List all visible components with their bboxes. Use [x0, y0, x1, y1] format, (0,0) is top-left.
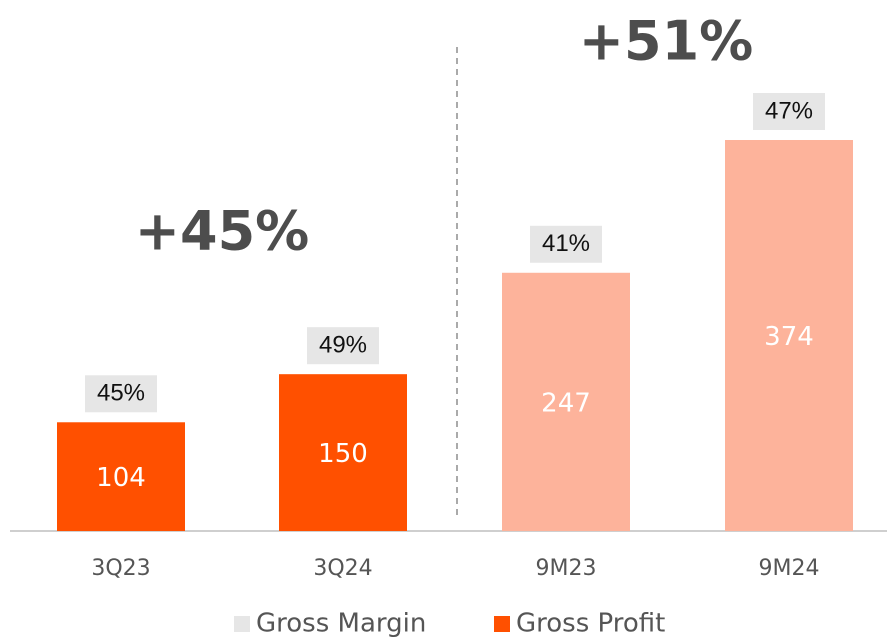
x-tick-label: 9M24 — [759, 556, 820, 581]
x-tick-label: 9M23 — [536, 556, 597, 581]
bar-value-label: 104 — [96, 463, 146, 493]
growth-annotation: +45% — [135, 200, 310, 263]
margin-box — [753, 93, 825, 130]
growth-annotation: +51% — [579, 10, 754, 73]
bar-value-label: 374 — [764, 322, 814, 352]
margin-label: 41% — [542, 230, 590, 257]
bar-value-label: 247 — [541, 388, 591, 418]
bar — [502, 272, 630, 531]
margin-box — [85, 375, 157, 413]
legend-label: Gross Margin — [256, 609, 426, 637]
margin-label: 49% — [319, 332, 367, 359]
bar — [279, 374, 407, 531]
x-tick-label: 3Q23 — [91, 556, 150, 581]
margin-label: 47% — [765, 97, 813, 124]
margin-box — [530, 225, 602, 263]
legend-label: Gross Profit — [516, 609, 665, 637]
margin-label: 45% — [97, 380, 145, 407]
margin-box — [307, 327, 379, 365]
bar-value-label: 150 — [318, 439, 368, 469]
bar — [725, 140, 853, 531]
legend-swatch — [234, 616, 250, 632]
legend-swatch — [494, 616, 510, 632]
x-tick-label: 3Q24 — [313, 556, 372, 581]
bar — [57, 422, 185, 531]
